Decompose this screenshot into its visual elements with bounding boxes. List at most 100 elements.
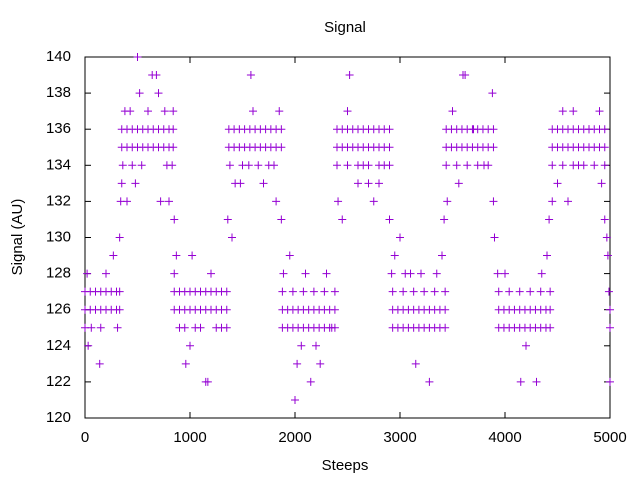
point xyxy=(489,143,498,152)
point xyxy=(489,125,498,134)
point xyxy=(117,179,126,188)
point xyxy=(558,107,567,116)
point xyxy=(316,359,325,368)
point xyxy=(338,215,347,224)
y-tick-label: 124 xyxy=(46,337,71,354)
point xyxy=(396,233,404,242)
y-tick-label: 130 xyxy=(46,228,71,245)
point xyxy=(144,107,152,116)
point xyxy=(225,161,234,170)
x-tick-label: 1000 xyxy=(173,429,206,446)
point xyxy=(306,377,315,386)
point xyxy=(169,143,178,152)
point xyxy=(546,323,555,332)
y-tick-label: 122 xyxy=(46,373,71,390)
point xyxy=(115,287,124,296)
point xyxy=(345,71,354,80)
point xyxy=(343,161,352,170)
point xyxy=(170,269,179,278)
point xyxy=(532,377,541,386)
x-tick-label: 2000 xyxy=(278,429,311,446)
x-tick-label: 0 xyxy=(81,429,89,446)
point xyxy=(320,287,329,296)
point xyxy=(285,251,294,260)
point xyxy=(180,323,189,332)
point xyxy=(160,107,169,116)
point xyxy=(505,287,514,296)
point xyxy=(165,197,173,206)
point xyxy=(432,269,441,278)
point xyxy=(548,161,557,170)
point xyxy=(546,305,555,314)
point xyxy=(380,161,389,170)
point xyxy=(488,89,497,98)
point xyxy=(277,125,286,134)
point xyxy=(417,269,425,278)
point xyxy=(301,269,310,278)
point xyxy=(385,125,394,134)
point xyxy=(154,89,163,98)
point xyxy=(399,287,408,296)
x-axis-label: Steeps xyxy=(322,457,369,474)
point xyxy=(126,107,135,116)
point xyxy=(156,197,165,206)
point xyxy=(606,323,614,332)
point xyxy=(420,287,429,296)
point xyxy=(277,143,286,152)
point xyxy=(585,125,593,134)
point xyxy=(600,125,609,134)
point xyxy=(123,197,131,206)
x-tick-label: 5000 xyxy=(593,429,626,446)
y-tick-label: 138 xyxy=(46,84,71,101)
point xyxy=(188,251,197,260)
y-axis-label: Signal (AU) xyxy=(9,199,26,276)
point xyxy=(369,197,378,206)
point xyxy=(526,287,535,296)
point xyxy=(244,161,253,170)
point xyxy=(109,251,118,260)
point xyxy=(312,341,320,350)
point xyxy=(543,251,551,260)
point xyxy=(461,71,470,80)
point xyxy=(293,359,302,368)
point xyxy=(569,107,578,116)
y-tick-label: 134 xyxy=(46,156,71,173)
point xyxy=(330,287,339,296)
point xyxy=(249,107,257,116)
point xyxy=(168,161,177,170)
point xyxy=(600,215,609,224)
point xyxy=(375,179,383,188)
point xyxy=(115,233,124,242)
point xyxy=(604,287,613,296)
point xyxy=(600,161,609,170)
point xyxy=(275,107,284,116)
point xyxy=(600,143,609,152)
point xyxy=(448,107,457,116)
point xyxy=(442,161,451,170)
point xyxy=(480,161,488,170)
point xyxy=(322,269,331,278)
point xyxy=(87,323,96,332)
point xyxy=(597,179,606,188)
point xyxy=(603,251,612,260)
point xyxy=(172,251,181,260)
point xyxy=(553,179,562,188)
point xyxy=(443,197,452,206)
point xyxy=(452,161,461,170)
y-tick-label: 120 xyxy=(46,409,71,426)
point xyxy=(558,161,567,170)
point xyxy=(84,341,93,350)
point xyxy=(493,269,502,278)
point xyxy=(309,287,318,296)
point xyxy=(441,323,450,332)
point xyxy=(131,179,140,188)
point xyxy=(272,197,281,206)
point xyxy=(564,197,572,206)
point xyxy=(606,305,614,314)
point xyxy=(536,287,545,296)
point xyxy=(343,107,352,116)
point xyxy=(430,287,439,296)
y-tick-label: 140 xyxy=(46,48,71,65)
point xyxy=(438,251,446,260)
point xyxy=(515,287,524,296)
